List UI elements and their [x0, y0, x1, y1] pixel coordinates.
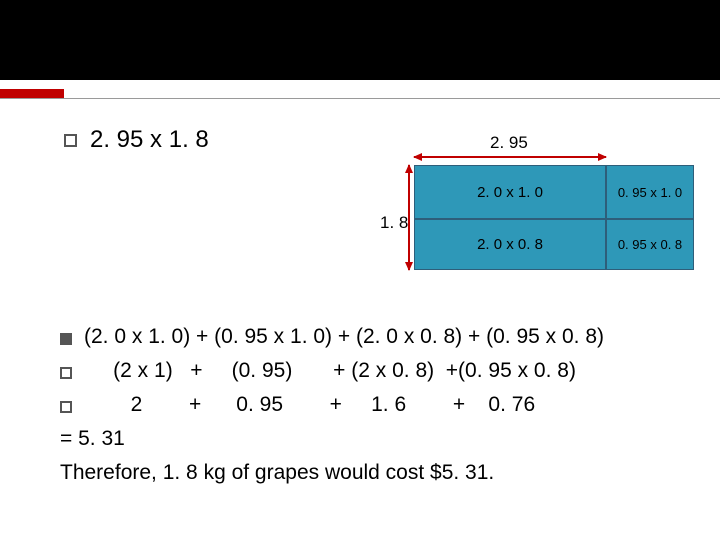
cell-label: 2. 0 x 1. 0: [477, 184, 543, 201]
calc-line-4: = 5. 31: [60, 422, 604, 456]
bullet-icon: [64, 134, 77, 147]
bullet-icon: [60, 401, 72, 413]
area-cell-top-left: 2. 0 x 1. 0: [414, 165, 606, 219]
calc-line-5: Therefore, 1. 8 kg of grapes would cost …: [60, 456, 604, 490]
cell-label: 0. 95 x 1. 0: [618, 185, 682, 200]
title-row: 2. 95 x 1. 8: [64, 126, 209, 154]
area-cell-bottom-left: 2. 0 x 0. 8: [414, 219, 606, 270]
calc-block: (2. 0 x 1. 0) + (0. 95 x 1. 0) + (2. 0 x…: [60, 320, 604, 490]
calc-line-2: (2 x 1) + (0. 95) + (2 x 0. 8) +(0. 95 x…: [60, 354, 604, 388]
area-model: 2. 0 x 1. 0 0. 95 x 1. 0 2. 0 x 0. 8 0. …: [414, 165, 694, 270]
height-arrow: [408, 165, 410, 270]
bullet-icon: [60, 333, 72, 345]
width-arrow: [414, 156, 606, 158]
calc-text: (2 x 1) + (0. 95) + (2 x 0. 8) +(0. 95 x…: [84, 354, 576, 388]
calc-line-1: (2. 0 x 1. 0) + (0. 95 x 1. 0) + (2. 0 x…: [60, 320, 604, 354]
bullet-icon: [60, 367, 72, 379]
calc-line-3: 2 + 0. 95 + 1. 6 + 0. 76: [60, 388, 604, 422]
calc-text: 2 + 0. 95 + 1. 6 + 0. 76: [84, 388, 535, 422]
title-text: 2. 95 x 1. 8: [90, 126, 209, 154]
cell-label: 2. 0 x 0. 8: [477, 236, 543, 253]
height-dimension-label: 1. 8: [380, 213, 408, 233]
area-cell-top-right: 0. 95 x 1. 0: [606, 165, 694, 219]
cell-label: 0. 95 x 0. 8: [618, 237, 682, 252]
area-cell-bottom-right: 0. 95 x 0. 8: [606, 219, 694, 270]
width-dimension-label: 2. 95: [490, 133, 528, 153]
calc-text: (2. 0 x 1. 0) + (0. 95 x 1. 0) + (2. 0 x…: [84, 320, 604, 354]
divider-line: [0, 98, 720, 99]
